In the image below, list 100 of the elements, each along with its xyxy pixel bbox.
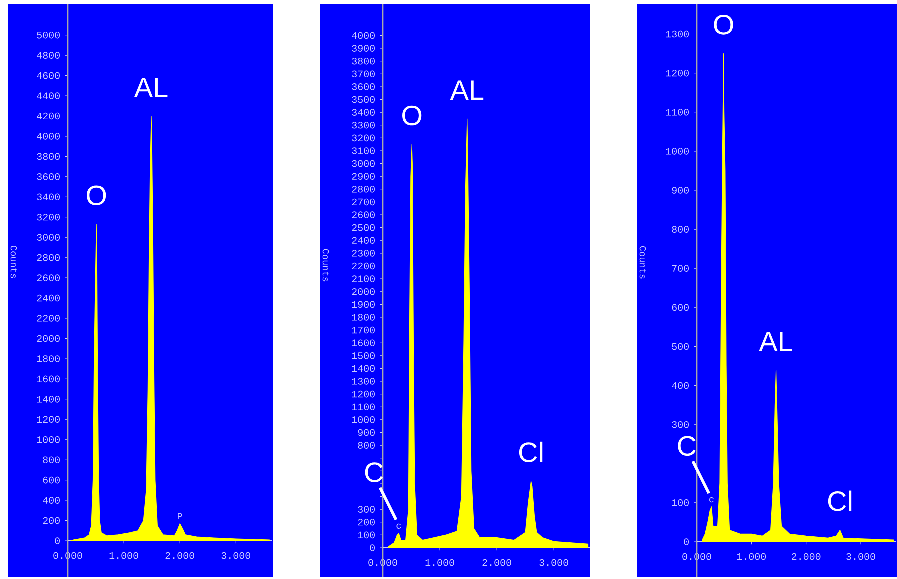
annotation: AL xyxy=(134,78,168,98)
y-tick-label: 1000 xyxy=(666,148,689,155)
y-tick-label: 1200 xyxy=(37,416,60,424)
y-tick-label: 1800 xyxy=(352,314,375,321)
y-tick-label: 3000 xyxy=(37,234,60,242)
y-tick-label: 3700 xyxy=(352,70,375,78)
y-tick-label: 4000 xyxy=(37,133,60,140)
y-tick-label: 1600 xyxy=(352,340,375,346)
y-tick-label: 700 xyxy=(672,265,689,272)
annotation: O xyxy=(714,15,734,35)
y-tick-label: 3500 xyxy=(352,96,375,104)
y-tick-label: 1800 xyxy=(37,356,60,362)
y-tick-label: 100 xyxy=(672,500,689,506)
y-tick-label: 2100 xyxy=(352,276,375,282)
y-tick-label: 4600 xyxy=(37,72,60,80)
y-tick-label: 600 xyxy=(43,476,60,484)
y-tick-label: 5000 xyxy=(37,32,60,39)
y-tick-label: 2500 xyxy=(352,224,375,232)
y-tick-label: 2000 xyxy=(37,335,60,342)
y-tick-label: 3100 xyxy=(352,148,375,154)
y-tick-label: 2400 xyxy=(352,237,375,244)
y-tick-label: 3300 xyxy=(352,122,375,129)
x-tick-label: 1.000 xyxy=(737,553,766,560)
y-tick-label: 2800 xyxy=(352,186,375,193)
annotation: C xyxy=(678,436,696,456)
y-tick-label: 1500 xyxy=(352,352,375,360)
annotation: AL xyxy=(450,80,484,100)
annotation: O xyxy=(402,106,422,126)
x-tick-label: 1.000 xyxy=(426,559,454,566)
x-tick-label: 3.000 xyxy=(540,559,568,566)
y-tick-label: 3400 xyxy=(352,109,375,116)
x-tick-label: 2.000 xyxy=(166,552,194,560)
x-tick-label: 1.000 xyxy=(110,552,138,560)
y-tick-label: 3600 xyxy=(37,174,60,180)
data-label: P xyxy=(178,513,182,520)
y-tick-label: 3600 xyxy=(352,84,375,90)
y-tick-label: 1300 xyxy=(352,378,375,385)
y-tick-label: 0 xyxy=(370,544,375,552)
y-tick-label: 1100 xyxy=(666,109,689,116)
x-tick-label: 2.000 xyxy=(792,553,821,560)
y-tick-label: 3000 xyxy=(352,160,375,168)
annotation: O xyxy=(87,186,106,206)
y-tick-label: 2600 xyxy=(352,212,375,218)
data-label: c xyxy=(710,497,714,503)
y-tick-label: 0 xyxy=(55,538,60,544)
y-tick-label: 900 xyxy=(672,187,689,194)
y-tick-label: 1700 xyxy=(352,326,375,334)
y-tick-label: 900 xyxy=(358,429,375,436)
y-tick-label: 2200 xyxy=(352,262,375,270)
y-tick-label: 4400 xyxy=(37,92,60,100)
y-tick-label: 500 xyxy=(672,343,689,350)
y-tick-label: 1600 xyxy=(37,376,60,383)
y-tick-label: 400 xyxy=(672,382,689,390)
y-tick-label: 100 xyxy=(358,532,375,539)
y-tick-label: 2200 xyxy=(37,315,60,322)
y-tick-label: 600 xyxy=(672,304,689,312)
y-axis-title: Counts xyxy=(10,246,18,278)
data-label: c xyxy=(396,524,402,529)
y-tick-label: 1000 xyxy=(352,416,375,424)
y-tick-label: 800 xyxy=(358,442,375,449)
y-tick-label: 4800 xyxy=(37,52,60,59)
y-tick-label: 1000 xyxy=(37,436,60,444)
y-tick-label: 2600 xyxy=(37,274,60,282)
x-tick-label: 3.000 xyxy=(846,553,876,560)
y-tick-label: 1400 xyxy=(37,396,60,403)
y-tick-label: 1400 xyxy=(352,365,375,372)
y-tick-label: 200 xyxy=(43,517,60,524)
y-tick-label: 200 xyxy=(358,518,375,526)
annotation: AL xyxy=(759,332,792,352)
annotation: Cl xyxy=(828,490,852,512)
x-tick-label: 2.000 xyxy=(482,559,512,566)
y-tick-label: 3200 xyxy=(37,214,60,221)
y-tick-label: 2900 xyxy=(352,173,375,180)
y-tick-label: 800 xyxy=(672,226,689,233)
y-axis-title: Counts xyxy=(640,246,646,279)
y-axis-title: Counts xyxy=(322,249,330,282)
y-tick-label: 4000 xyxy=(352,32,375,40)
y-tick-label: 3800 xyxy=(37,153,60,160)
y-tick-label: 300 xyxy=(672,421,689,428)
y-tick-label: 2800 xyxy=(37,254,60,262)
annotation: Cl xyxy=(519,442,543,462)
y-tick-label: 3200 xyxy=(352,134,375,142)
y-tick-label: 1200 xyxy=(352,390,375,398)
y-tick-label: 2700 xyxy=(352,198,375,206)
y-tick-label: 0 xyxy=(684,538,689,546)
y-tick-label: 1300 xyxy=(666,30,689,38)
y-tick-label: 400 xyxy=(43,497,60,504)
y-tick-label: 2400 xyxy=(37,294,60,302)
y-tick-label: 4200 xyxy=(37,112,60,120)
y-tick-label: 1200 xyxy=(666,70,689,77)
y-tick-label: 2300 xyxy=(352,250,375,257)
x-tick-label: 3.000 xyxy=(222,552,251,560)
y-tick-label: 1900 xyxy=(352,301,375,308)
y-tick-label: 3400 xyxy=(37,194,60,201)
y-tick-label: 2000 xyxy=(352,288,375,296)
y-tick-label: 800 xyxy=(43,456,60,464)
y-tick-label: 3800 xyxy=(352,58,375,65)
y-tick-label: 1100 xyxy=(352,404,375,411)
y-tick-label: 300 xyxy=(358,506,375,513)
y-tick-label: 3900 xyxy=(352,45,375,52)
